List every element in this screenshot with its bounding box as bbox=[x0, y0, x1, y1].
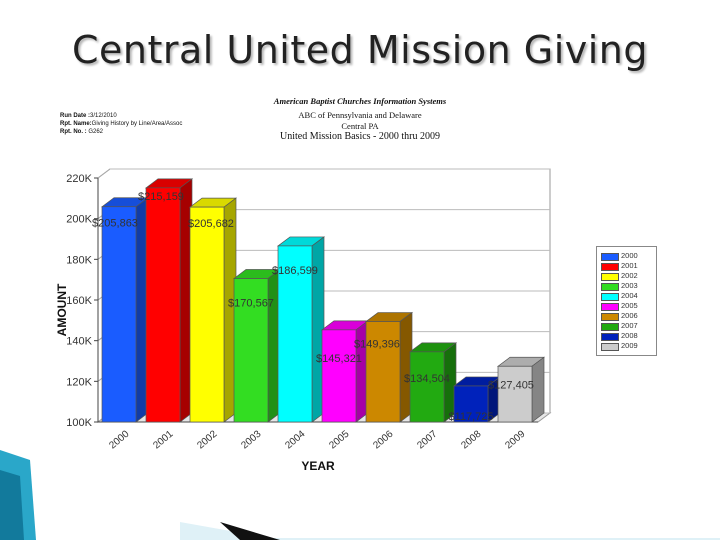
data-label: $117,725 bbox=[448, 411, 493, 423]
legend-label: 2006 bbox=[621, 311, 638, 320]
report-subtitle: United Mission Basics - 2000 thru 2009 bbox=[280, 131, 440, 142]
data-label: $134,504 bbox=[404, 373, 450, 385]
data-labels-layer: $205,863 $215,159 $205,682 $170,567 $186,599… bbox=[92, 191, 534, 423]
bar-2000 bbox=[100, 197, 150, 423]
x-axis-label: YEAR bbox=[301, 459, 335, 473]
x-tick-label: 2008 bbox=[459, 428, 483, 451]
x-tick-label: 2004 bbox=[283, 428, 307, 451]
y-axis-label: AMOUNT bbox=[55, 283, 69, 336]
legend-swatch bbox=[601, 303, 619, 311]
bar-front bbox=[101, 206, 137, 423]
data-label: $127,405 bbox=[488, 379, 534, 391]
chart-legend: 2000 2001 2002 2003 2004 2005 2006 2007 2008 2009 bbox=[596, 246, 657, 356]
legend-swatch bbox=[601, 283, 619, 291]
slide-accent-bottom bbox=[180, 522, 720, 540]
report-number-label: Rpt. No. : bbox=[60, 129, 87, 135]
x-tick-label: 2006 bbox=[371, 428, 395, 451]
y-tick-label: 140K bbox=[66, 336, 92, 348]
report-number-value: G262 bbox=[88, 129, 104, 135]
run-date-value: 3/12/2010 bbox=[90, 113, 117, 119]
run-date-label: Run Date : bbox=[60, 113, 90, 119]
bar-2002 bbox=[188, 197, 238, 423]
bar-2004 bbox=[276, 236, 326, 423]
x-tick-label: 2005 bbox=[327, 428, 351, 451]
bar-front bbox=[365, 321, 401, 423]
x-tick-label: 2001 bbox=[151, 428, 175, 451]
legend-swatch bbox=[601, 293, 619, 301]
legend-label: 2009 bbox=[621, 341, 638, 350]
report-name-line: Rpt. Name:Giving History by Line/Area/As… bbox=[60, 120, 182, 128]
data-label: $215,159 bbox=[138, 191, 184, 203]
report-name-label: Rpt. Name: bbox=[60, 121, 92, 127]
bar-2008 bbox=[452, 376, 502, 423]
bars-layer bbox=[100, 178, 546, 423]
data-label: $149,396 bbox=[354, 339, 400, 351]
bar-front bbox=[497, 365, 533, 423]
legend-label: 2002 bbox=[621, 271, 638, 280]
report-organization: American Baptist Churches Information Sy… bbox=[273, 96, 447, 106]
legend-swatch bbox=[601, 343, 619, 351]
bar-front bbox=[277, 245, 313, 423]
legend-swatch bbox=[601, 323, 619, 331]
run-date-line: Run Date :3/12/2010 bbox=[60, 112, 117, 120]
legend-swatch bbox=[601, 333, 619, 341]
bar-2005 bbox=[320, 320, 370, 423]
bar-front bbox=[145, 187, 181, 423]
x-tick-label: 2007 bbox=[415, 428, 439, 451]
report-area: Central PA bbox=[341, 121, 379, 131]
y-tick-label: 120K bbox=[66, 376, 92, 388]
legend-label: 2004 bbox=[621, 291, 638, 300]
bar-front bbox=[321, 329, 357, 423]
legend-swatch bbox=[601, 263, 619, 271]
slide-accent-left bbox=[0, 450, 36, 540]
bar-2003 bbox=[232, 268, 282, 423]
legend-label: 2007 bbox=[621, 321, 638, 330]
legend-label: 2005 bbox=[621, 301, 638, 310]
bar-2006 bbox=[364, 311, 414, 423]
data-label: $145,321 bbox=[316, 353, 362, 365]
x-tick-label: 2009 bbox=[503, 428, 527, 451]
x-tick-label: 2003 bbox=[239, 428, 263, 451]
y-tick-label: 180K bbox=[66, 254, 92, 266]
bar-2007 bbox=[408, 342, 458, 423]
legend-swatch bbox=[601, 253, 619, 261]
bar-front bbox=[189, 206, 225, 423]
data-label: $205,682 bbox=[188, 218, 234, 230]
legend-swatch bbox=[601, 313, 619, 321]
data-label: $205,863 bbox=[92, 218, 138, 230]
bar-front bbox=[233, 278, 269, 423]
x-tick-label: 2000 bbox=[107, 428, 131, 451]
report-name-value: Giving History by Line/Area/Assoc bbox=[91, 121, 183, 127]
y-tick-label: 220K bbox=[66, 173, 92, 185]
bar-2001 bbox=[144, 178, 194, 423]
y-tick-label: 100K bbox=[66, 417, 92, 429]
legend-swatch bbox=[601, 273, 619, 281]
report-number-line: Rpt. No. : G262 bbox=[60, 128, 103, 136]
gridline-depth bbox=[97, 168, 111, 179]
y-tick-label: 160K bbox=[66, 295, 92, 307]
data-label: $170,567 bbox=[228, 298, 274, 310]
legend-label: 2008 bbox=[621, 331, 638, 340]
legend-label: 2001 bbox=[621, 261, 638, 270]
slide-title: Central United Mission Giving bbox=[71, 28, 649, 72]
bar-front bbox=[409, 351, 445, 423]
data-label: $186,599 bbox=[272, 265, 318, 277]
legend-label: 2003 bbox=[621, 281, 638, 290]
x-tick-label: 2002 bbox=[195, 428, 219, 451]
legend-label: 2000 bbox=[621, 251, 638, 260]
bar-front bbox=[453, 385, 489, 423]
report-region: ABC of Pennsylvania and Delaware bbox=[298, 110, 422, 120]
y-tick-label: 200K bbox=[66, 214, 92, 226]
bar-2009 bbox=[496, 356, 546, 423]
